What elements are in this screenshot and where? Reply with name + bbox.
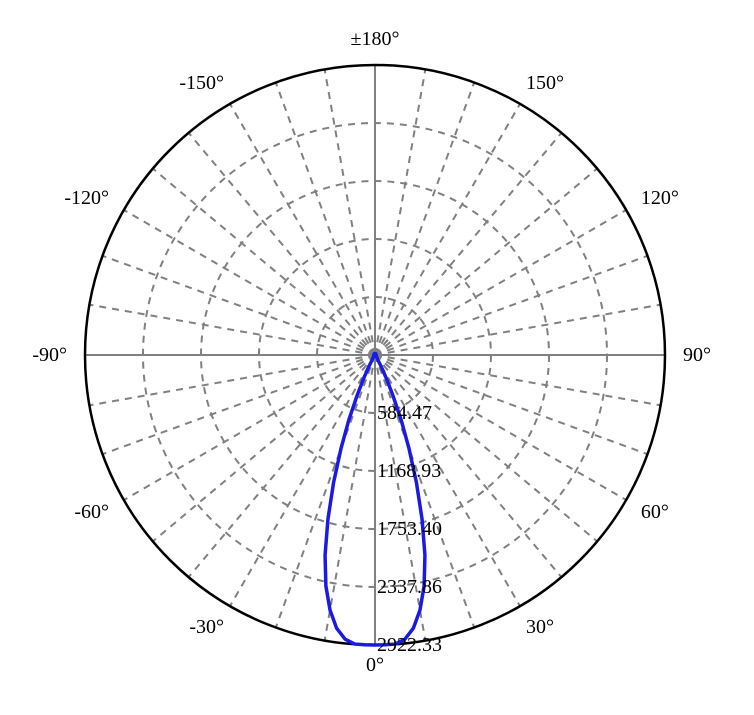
angle-label: 30° <box>526 616 554 638</box>
radial-label: 2922.33 <box>377 634 442 656</box>
angle-label: -90° <box>32 344 67 366</box>
angle-label: -150° <box>179 72 224 94</box>
radial-label: 1753.40 <box>377 518 442 540</box>
radial-label: 2337.86 <box>377 576 442 598</box>
angle-label: -60° <box>74 501 109 523</box>
angle-label: 60° <box>641 501 669 523</box>
angle-label: 90° <box>683 344 711 366</box>
radial-label: 584.47 <box>377 402 432 424</box>
angle-label: -30° <box>189 616 224 638</box>
angle-label: ±180° <box>351 28 400 50</box>
polar-plot-svg: ±180° 150° -150° 120° -120° 90° -90° 60° -60° 30°… <box>0 0 754 715</box>
angle-label: 120° <box>641 187 679 209</box>
polar-chart: ±180° 150° -150° 120° -120° 90° -90° 60° -60° 30°… <box>0 0 754 715</box>
angle-label: 0° <box>366 654 384 676</box>
radial-label: 1168.93 <box>377 460 441 482</box>
angle-label: -120° <box>64 187 109 209</box>
angle-label: 150° <box>526 72 564 94</box>
